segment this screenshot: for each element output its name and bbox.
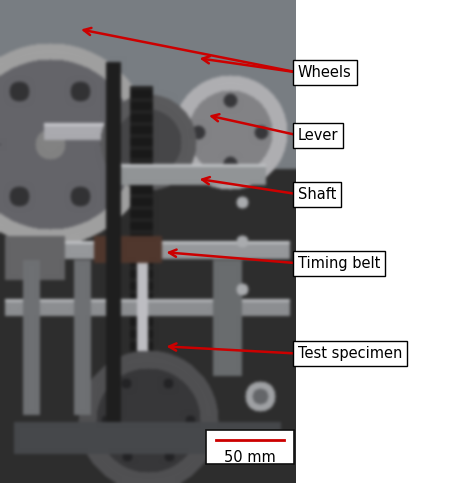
Text: Lever: Lever — [298, 128, 338, 143]
Text: Test specimen: Test specimen — [298, 346, 402, 361]
FancyBboxPatch shape — [206, 430, 294, 464]
Text: Wheels: Wheels — [298, 65, 351, 80]
Text: 50 mm: 50 mm — [224, 450, 276, 465]
Text: Timing belt: Timing belt — [298, 256, 380, 271]
Text: Shaft: Shaft — [298, 186, 336, 202]
